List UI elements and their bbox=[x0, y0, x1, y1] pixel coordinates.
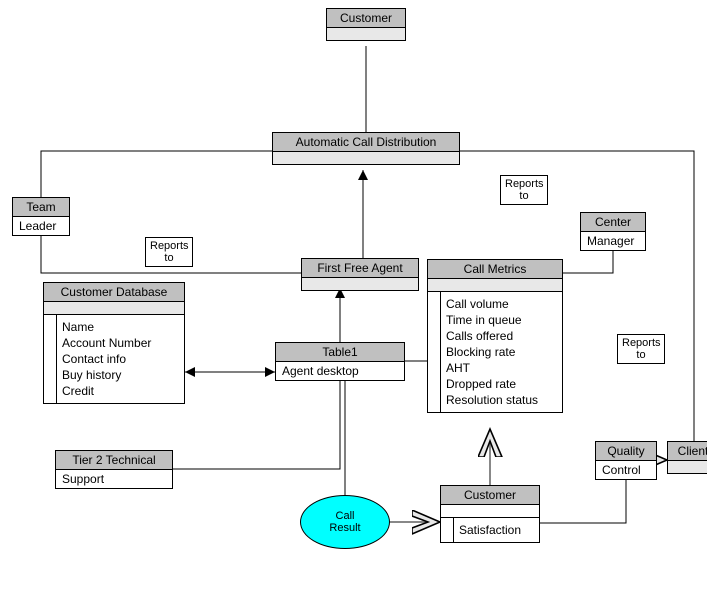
node-customer_sat: Customer Satisfaction bbox=[440, 485, 540, 543]
node-body-row: Contact info bbox=[44, 351, 184, 367]
node-table1: Table1Agent desktop bbox=[275, 342, 405, 381]
node-title: First Free Agent bbox=[302, 259, 418, 278]
node-acd: Automatic Call Distribution bbox=[272, 132, 460, 165]
edge-cust-quality bbox=[540, 479, 626, 523]
node-sub: Control bbox=[596, 461, 656, 479]
node-body: NameAccount NumberContact infoBuy histor… bbox=[44, 314, 184, 403]
label-reports1: Reportsto bbox=[500, 175, 548, 205]
node-body-row: Dropped rate bbox=[428, 376, 562, 392]
node-body-row: Credit bbox=[44, 383, 184, 399]
node-center: CenterManager bbox=[580, 212, 646, 251]
label-reports3: Reportsto bbox=[617, 334, 665, 364]
node-body: Call volumeTime in queueCalls offeredBlo… bbox=[428, 291, 562, 412]
label-line: to bbox=[622, 349, 660, 361]
node-body-row: Name bbox=[44, 319, 184, 335]
node-tier2: Tier 2 TechnicalSupport bbox=[55, 450, 173, 489]
node-title: Call Metrics bbox=[428, 260, 562, 279]
edge-acd-team bbox=[41, 151, 272, 197]
node-sub: Support bbox=[56, 470, 172, 488]
node-team: TeamLeader bbox=[12, 197, 70, 236]
node-body-row: Account Number bbox=[44, 335, 184, 351]
label-line: Reports bbox=[505, 178, 543, 190]
ellipse-label: Result bbox=[329, 522, 360, 534]
node-quality: QualityControl bbox=[595, 441, 657, 480]
node-body-row: Time in queue bbox=[428, 312, 562, 328]
node-client: Client bbox=[667, 441, 707, 474]
node-sub: Agent desktop bbox=[276, 362, 404, 380]
ellipse-call-result: CallResult bbox=[300, 495, 390, 549]
node-title: Customer bbox=[441, 486, 539, 505]
node-body-row: Satisfaction bbox=[441, 522, 539, 538]
node-sub bbox=[302, 278, 418, 290]
node-metrics: Call Metrics Call volumeTime in queueCall… bbox=[427, 259, 563, 413]
node-sub bbox=[668, 461, 707, 473]
node-title: Automatic Call Distribution bbox=[273, 133, 459, 152]
node-title: Team bbox=[13, 198, 69, 217]
node-customer_top: Customer bbox=[326, 8, 406, 41]
node-sub bbox=[273, 152, 459, 164]
node-custdb: Customer Database NameAccount NumberConta… bbox=[43, 282, 185, 404]
node-sub bbox=[327, 28, 405, 40]
label-line: to bbox=[505, 190, 543, 202]
node-sub: Leader bbox=[13, 217, 69, 235]
edge-center-metrics bbox=[563, 250, 613, 273]
node-sub bbox=[44, 302, 184, 314]
node-sub: Manager bbox=[581, 232, 645, 250]
node-title: Table1 bbox=[276, 343, 404, 362]
node-ffa: First Free Agent bbox=[301, 258, 419, 291]
node-body-row: Call volume bbox=[428, 296, 562, 312]
label-line: Reports bbox=[150, 240, 188, 252]
label-line: to bbox=[150, 252, 188, 264]
node-title: Client bbox=[668, 442, 707, 461]
label-reports2: Reportsto bbox=[145, 237, 193, 267]
node-title: Tier 2 Technical bbox=[56, 451, 172, 470]
node-body-row: Blocking rate bbox=[428, 344, 562, 360]
node-body-row: Buy history bbox=[44, 367, 184, 383]
diagram-canvas: Customer Automatic Call Distribution TeamL… bbox=[0, 0, 707, 589]
label-line: Reports bbox=[622, 337, 660, 349]
node-body: Satisfaction bbox=[441, 517, 539, 542]
node-title: Customer Database bbox=[44, 283, 184, 302]
node-title: Customer bbox=[327, 9, 405, 28]
node-title: Center bbox=[581, 213, 645, 232]
edge-tier2-table1 bbox=[173, 380, 340, 469]
node-sub bbox=[441, 505, 539, 517]
node-body-row: AHT bbox=[428, 360, 562, 376]
node-body-row: Resolution status bbox=[428, 392, 562, 408]
node-body-row: Calls offered bbox=[428, 328, 562, 344]
ellipse-label: Call bbox=[329, 510, 360, 522]
node-title: Quality bbox=[596, 442, 656, 461]
node-sub bbox=[428, 279, 562, 291]
